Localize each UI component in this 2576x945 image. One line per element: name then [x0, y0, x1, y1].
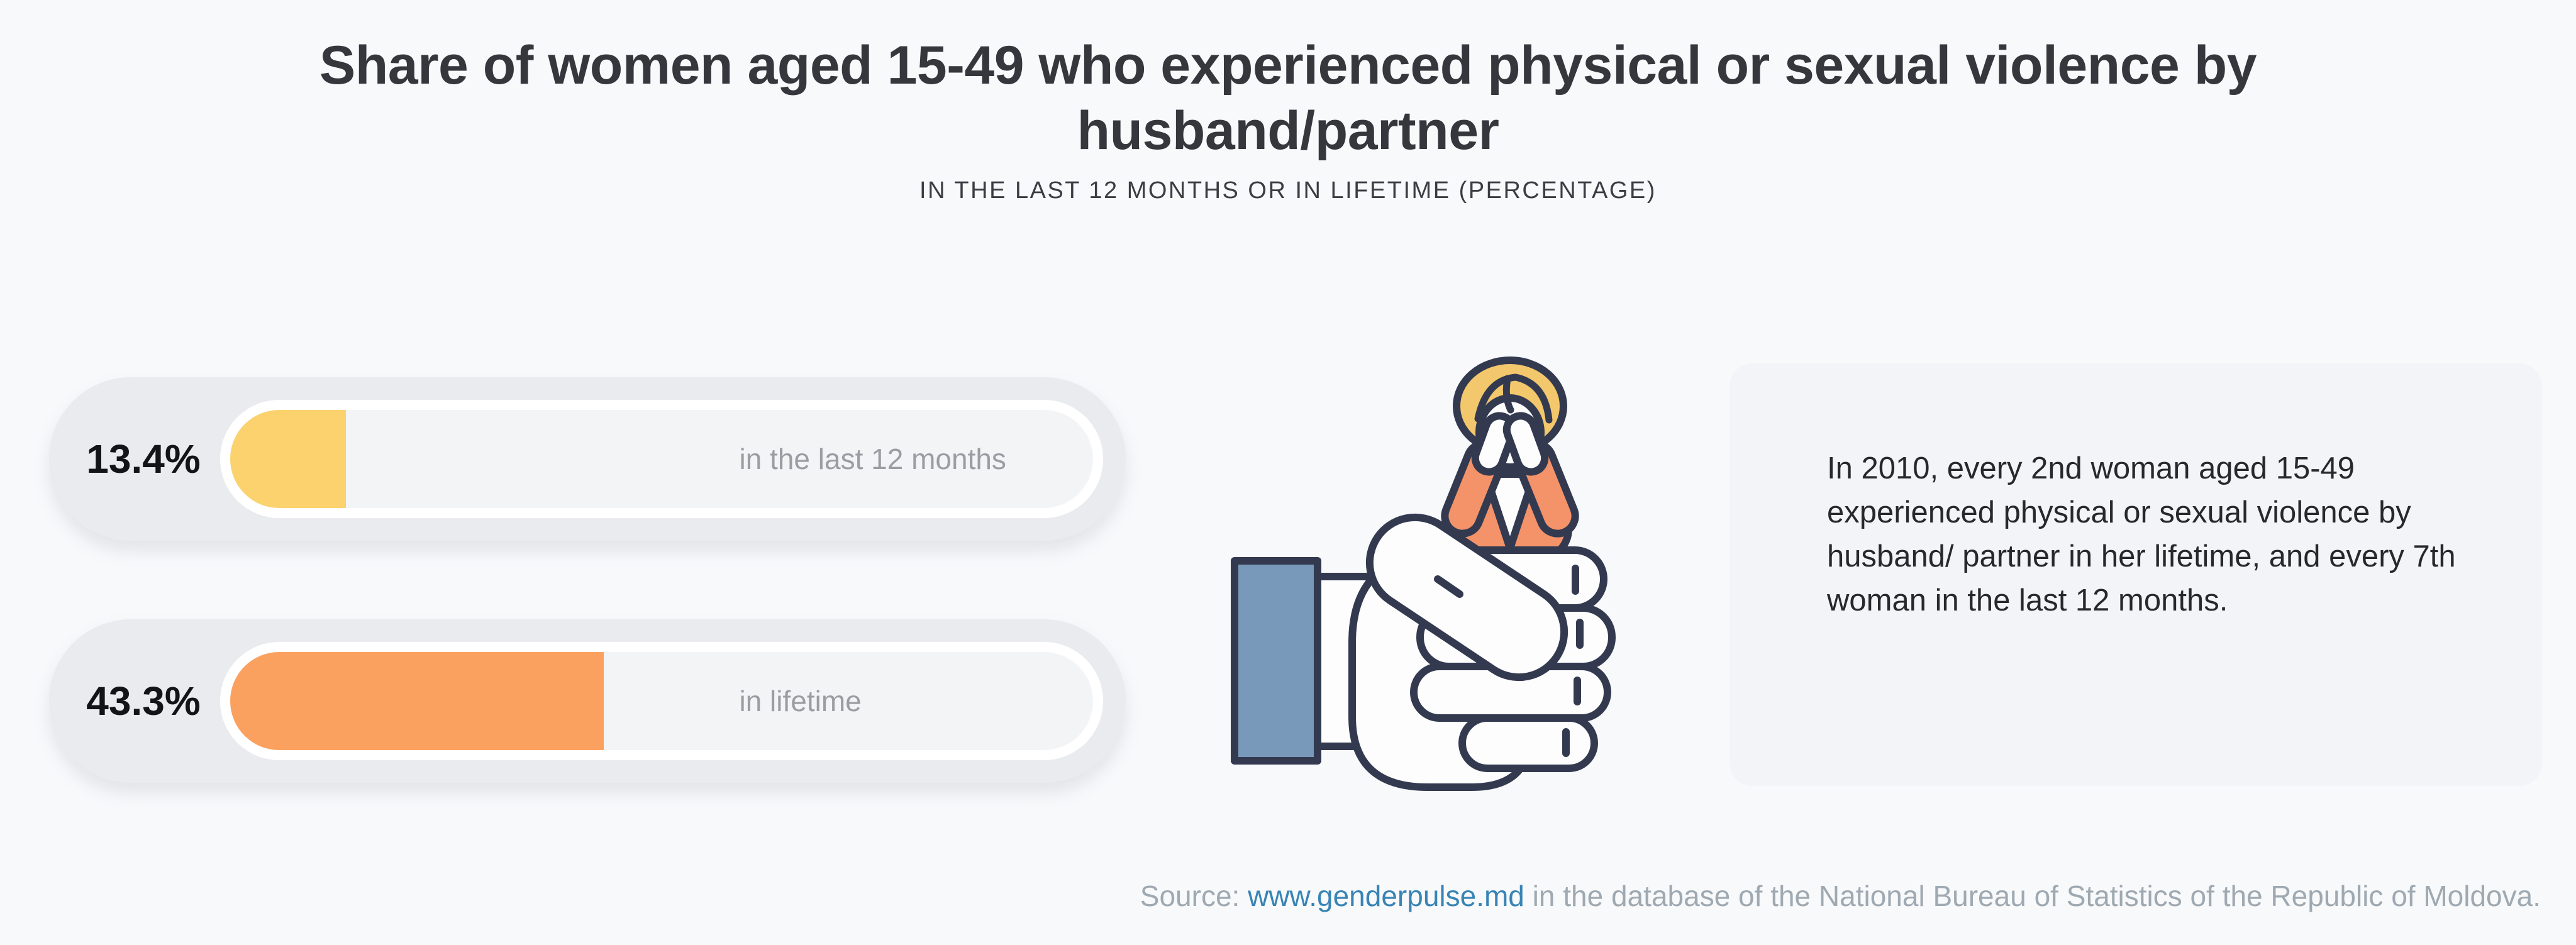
bar-row-last-12-months: 13.4% in the last 12 months	[49, 377, 1126, 541]
header: Share of women aged 15-49 who experience…	[0, 33, 2576, 204]
bar-inner-pill: in the last 12 months	[220, 400, 1103, 518]
page-subtitle: IN THE LAST 12 MONTHS OR IN LIFETIME (PE…	[919, 177, 1657, 204]
bar-value-label: 43.3%	[86, 678, 201, 724]
sleeve	[1231, 557, 1321, 765]
woman-hair-strand	[1502, 375, 1514, 414]
fist-finger-pinky	[1458, 714, 1598, 772]
bar-fill-last-12-months	[230, 410, 346, 508]
source-line: Source: www.genderpulse.md in the databa…	[1140, 879, 2541, 913]
bar-track: in lifetime	[230, 652, 1093, 750]
woman-right-hand	[1502, 412, 1549, 476]
source-suffix: in the database of the National Bureau o…	[1524, 880, 2541, 912]
source-prefix: Source:	[1140, 880, 1248, 912]
annotation-text: In 2010, every 2nd woman aged 15-49 expe…	[1827, 451, 2456, 617]
fist-thumb	[1365, 513, 1568, 682]
bar-value-label: 13.4%	[86, 436, 201, 482]
bar-row-lifetime: 43.3% in lifetime	[49, 619, 1126, 783]
bar-chart: 13.4% in the last 12 months 43.3% in lif…	[49, 377, 1126, 783]
woman-vneck	[1482, 470, 1538, 552]
crying-woman-figure	[1441, 356, 1579, 562]
bar-track: in the last 12 months	[230, 410, 1093, 508]
bar-category-label: in the last 12 months	[739, 443, 1006, 475]
fist-illustration-svg	[1231, 356, 1616, 791]
thumb-dash	[1434, 575, 1463, 598]
woman-hairline	[1474, 373, 1553, 424]
page-title: Share of women aged 15-49 who experience…	[319, 35, 2257, 161]
annotation-card: In 2010, every 2nd woman aged 15-49 expe…	[1729, 363, 2542, 786]
source-link[interactable]: www.genderpulse.md	[1248, 880, 1524, 912]
fist-holding-crying-woman-illustration	[1226, 340, 1641, 805]
bar-category-label: in lifetime	[739, 685, 862, 717]
bar-fill-lifetime	[230, 652, 604, 750]
bar-inner-pill: in lifetime	[220, 642, 1103, 760]
